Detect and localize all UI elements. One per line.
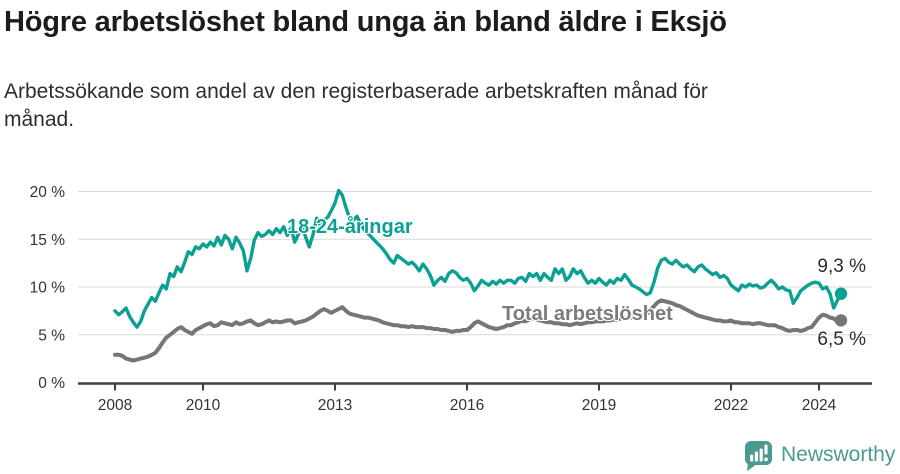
brand-name: Newsworthy xyxy=(781,443,896,466)
y-axis-tick-label: 5 % xyxy=(38,327,65,344)
series-label-total: Total arbetslöshet xyxy=(502,303,673,325)
chart-subtitle: Arbetssökande som andel av den registerb… xyxy=(4,78,824,134)
subtitle-line1: Arbetssökande som andel av den registerb… xyxy=(4,80,708,103)
series-end-dot-youth xyxy=(834,287,848,300)
y-axis-tick-label: 10 % xyxy=(30,280,66,297)
y-axis-tick-label: 15 % xyxy=(30,232,66,249)
x-axis-tick-label: 2008 xyxy=(98,397,132,414)
series-line-total xyxy=(113,298,843,363)
end-value-label-youth: 9,3 % xyxy=(817,256,866,277)
x-axis-tick-label: 2022 xyxy=(714,397,748,414)
series-end-dot-total xyxy=(834,314,848,327)
y-axis-tick-label: 0 % xyxy=(38,375,65,392)
end-value-label-total: 6,5 % xyxy=(817,329,866,350)
x-axis-tick-label: 2010 xyxy=(186,397,221,414)
x-axis-tick-label: 2024 xyxy=(802,397,837,414)
x-axis-tick-label: 2016 xyxy=(450,397,484,414)
series-line-youth xyxy=(113,188,843,329)
subtitle-line2: månad. xyxy=(4,108,75,131)
newsworthy-branding: Newsworthy xyxy=(742,438,895,472)
x-axis-tick-label: 2013 xyxy=(318,397,352,414)
x-axis-tick-label: 2019 xyxy=(582,397,616,414)
series-label-youth: 18-24-åringar xyxy=(287,216,413,238)
page-title: Högre arbetslöshet bland unga än bland ä… xyxy=(4,6,727,38)
newsworthy-logo-icon xyxy=(745,440,772,471)
y-axis-tick-label: 20 % xyxy=(30,184,66,201)
